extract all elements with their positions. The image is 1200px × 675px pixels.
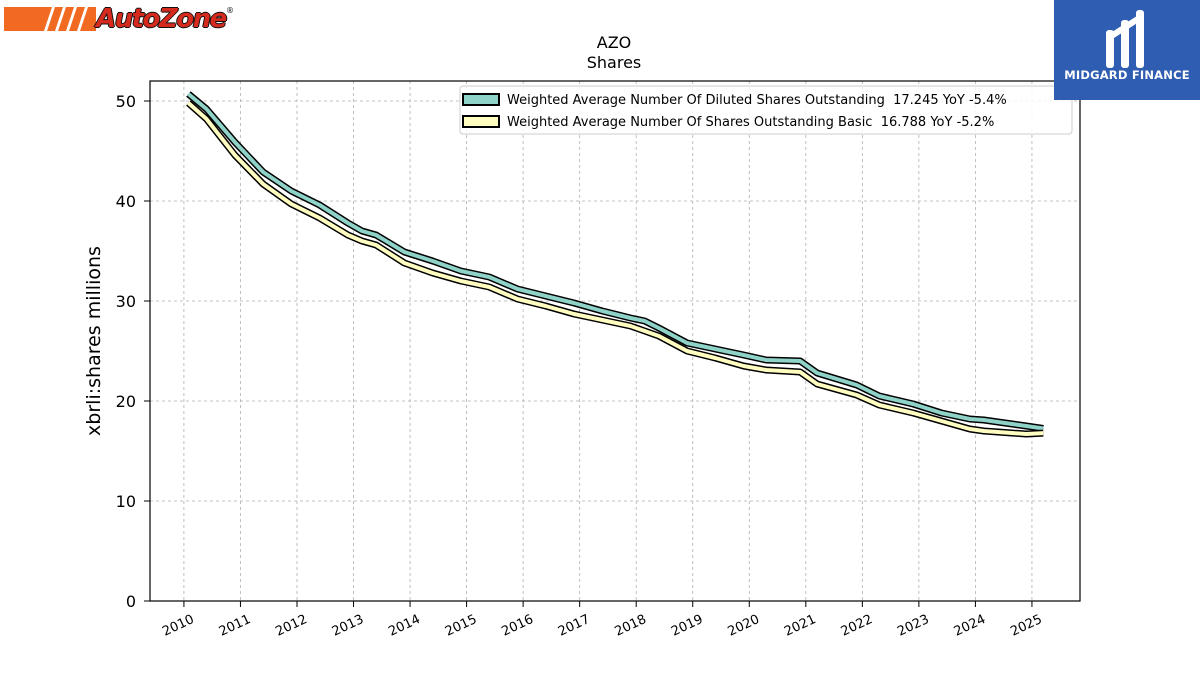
x-tick-label: 2011 — [217, 612, 253, 640]
series-1-line — [187, 101, 1044, 436]
chart-subtitle: Shares — [587, 53, 642, 72]
x-tick-label: 2023 — [895, 612, 931, 640]
x-tick-label: 2014 — [386, 612, 422, 640]
series-0-outline — [186, 91, 1044, 432]
x-tick-label: 2019 — [669, 612, 705, 640]
x-tick-label: 2010 — [160, 612, 196, 640]
y-tick-label: 10 — [116, 492, 136, 511]
y-tick-label: 0 — [126, 592, 136, 611]
x-tick-label: 2021 — [782, 612, 818, 640]
logo-text: AutoZone — [96, 4, 227, 34]
y-axis-label: xbrli:shares millions — [83, 246, 105, 436]
y-tick-label: 40 — [116, 192, 136, 211]
y-tick-label: 30 — [116, 292, 136, 311]
gridlines — [150, 81, 1080, 601]
x-tick-label: 2025 — [1008, 612, 1044, 640]
legend-label-diluted: Weighted Average Number Of Diluted Share… — [507, 93, 1007, 108]
midgard-logo-icon — [1106, 10, 1144, 68]
series-1-outline — [186, 100, 1044, 438]
logo-stripes — [4, 7, 96, 31]
legend-swatch-basic — [462, 115, 500, 128]
legend-box — [459, 85, 1073, 135]
y-axis: 0 10 20 30 40 50 — [116, 92, 150, 611]
x-axis: 2010 2011 2012 2013 2014 2015 2016 2017 2018 2019… — [160, 601, 1045, 640]
x-tick-label: 2017 — [556, 612, 592, 640]
legend-swatch-diluted — [462, 93, 500, 106]
plot-frame — [149, 80, 1081, 602]
chart-title: AZO — [597, 33, 632, 52]
x-tick-label: 2012 — [273, 612, 309, 640]
x-tick-label: 2024 — [952, 612, 988, 640]
watermark-text: MIDGARD FINANCE — [1064, 68, 1190, 82]
x-tick-label: 2015 — [443, 612, 479, 640]
legend-label-basic: Weighted Average Number Of Shares Outsta… — [507, 115, 994, 130]
x-tick-label: 2020 — [726, 612, 762, 640]
series-0-line — [187, 92, 1044, 431]
legend: Weighted Average Number Of Diluted Share… — [459, 85, 1073, 135]
logo-registered-mark: ® — [226, 6, 234, 15]
y-tick-label: 50 — [116, 92, 136, 111]
x-tick-label: 2016 — [499, 612, 535, 640]
autozone-logo: AutoZone ® — [4, 4, 236, 34]
x-tick-label: 2018 — [613, 612, 649, 640]
midgard-finance-watermark: MIDGARD FINANCE — [1054, 0, 1200, 100]
y-tick-label: 20 — [116, 392, 136, 411]
x-tick-label: 2022 — [839, 612, 875, 640]
series-lines — [186, 91, 1044, 438]
x-tick-label: 2013 — [330, 612, 366, 640]
